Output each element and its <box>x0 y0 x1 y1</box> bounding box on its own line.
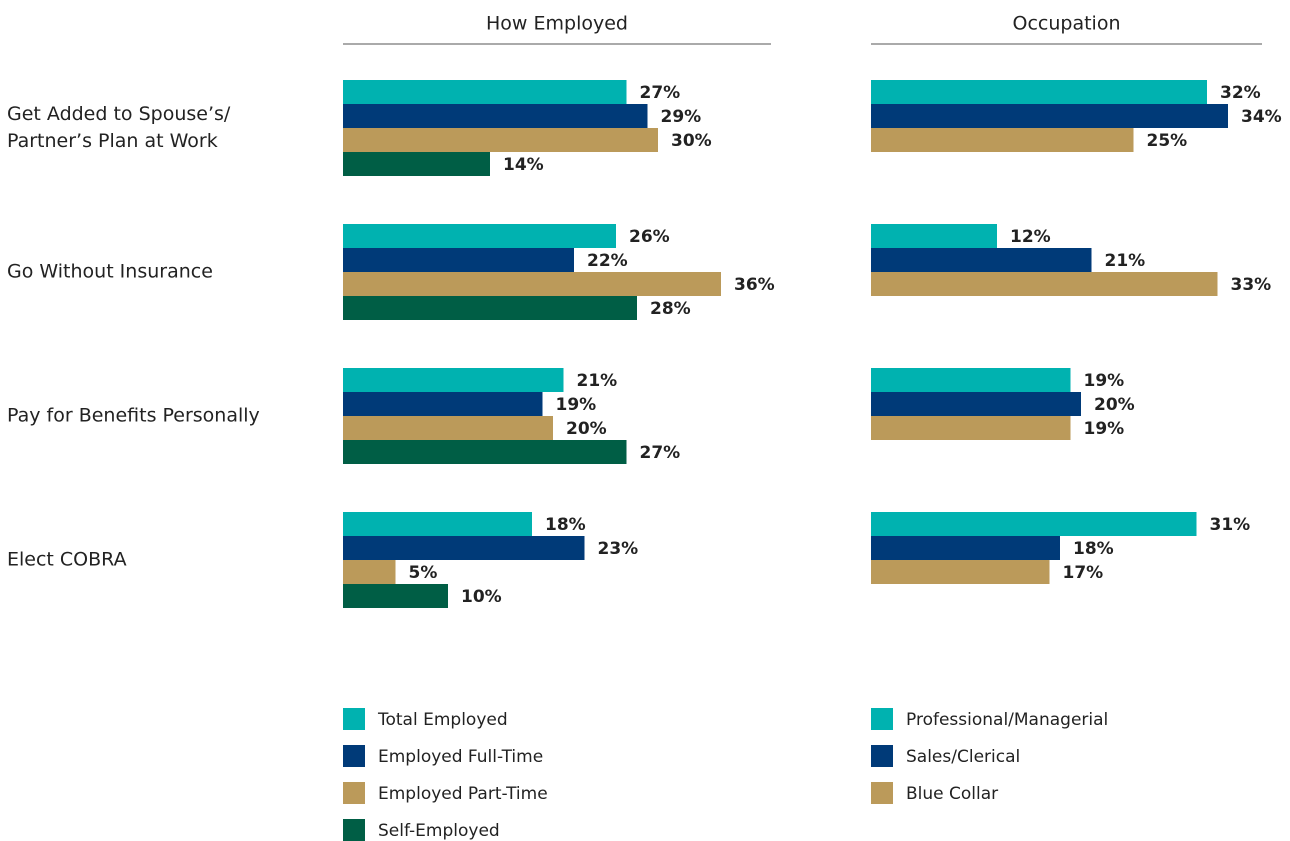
bar <box>343 128 658 152</box>
value-label: 31% <box>1210 515 1251 535</box>
bar <box>343 512 532 536</box>
legend-label: Self-Employed <box>378 821 500 841</box>
legend-swatch <box>871 708 893 730</box>
bar <box>871 128 1134 152</box>
value-label: 21% <box>577 371 618 391</box>
panel-title: Occupation <box>1013 13 1121 35</box>
bar <box>871 416 1071 440</box>
value-label: 17% <box>1063 563 1104 583</box>
value-label: 36% <box>734 275 775 295</box>
value-label: 20% <box>566 419 607 439</box>
bar <box>343 392 543 416</box>
legend-swatch <box>871 782 893 804</box>
value-label: 21% <box>1105 251 1146 271</box>
bar <box>343 104 648 128</box>
value-label: 32% <box>1220 83 1261 103</box>
legend-swatch <box>871 745 893 767</box>
category-label: Pay for Benefits Personally <box>7 404 260 427</box>
bar <box>871 104 1228 128</box>
bar <box>343 272 721 296</box>
bar <box>343 560 396 584</box>
legend-label: Blue Collar <box>906 784 998 804</box>
legend-label: Employed Part-Time <box>378 784 548 804</box>
bar <box>343 152 490 176</box>
value-label: 12% <box>1010 227 1051 247</box>
legend-label: Employed Full-Time <box>378 747 543 767</box>
bar <box>871 512 1197 536</box>
value-label: 29% <box>661 107 702 127</box>
bar <box>871 560 1050 584</box>
bar <box>343 224 616 248</box>
legend-swatch <box>343 708 365 730</box>
value-label: 28% <box>650 299 691 319</box>
value-label: 5% <box>409 563 438 583</box>
value-label: 34% <box>1241 107 1282 127</box>
value-label: 19% <box>1084 419 1125 439</box>
bar <box>871 368 1071 392</box>
legend-label: Professional/Managerial <box>906 710 1108 730</box>
category-label: Go Without Insurance <box>7 260 213 283</box>
value-label: 33% <box>1231 275 1272 295</box>
value-label: 19% <box>1084 371 1125 391</box>
bar <box>871 224 997 248</box>
bar <box>343 368 564 392</box>
value-label: 18% <box>1073 539 1114 559</box>
bar <box>343 416 553 440</box>
bar <box>871 80 1207 104</box>
legend-label: Sales/Clerical <box>906 747 1020 767</box>
bar <box>343 536 585 560</box>
legend-swatch <box>343 782 365 804</box>
value-label: 19% <box>556 395 597 415</box>
value-label: 18% <box>545 515 586 535</box>
value-label: 20% <box>1094 395 1135 415</box>
value-label: 27% <box>640 443 681 463</box>
value-label: 27% <box>640 83 681 103</box>
bar <box>343 80 627 104</box>
legend-swatch <box>343 819 365 841</box>
value-label: 26% <box>629 227 670 247</box>
bar <box>343 440 627 464</box>
value-label: 30% <box>671 131 712 151</box>
value-label: 22% <box>587 251 628 271</box>
value-label: 23% <box>598 539 639 559</box>
value-label: 14% <box>503 155 544 175</box>
value-label: 25% <box>1147 131 1188 151</box>
category-label: Elect COBRA <box>7 548 127 571</box>
bar <box>871 392 1081 416</box>
legend-label: Total Employed <box>377 710 508 730</box>
legend-swatch <box>343 745 365 767</box>
category-label: Get Added to Spouse’s/ Partner’s Plan at… <box>7 103 231 152</box>
bar <box>343 296 637 320</box>
value-label: 10% <box>461 587 502 607</box>
bar <box>871 536 1060 560</box>
panel-title: How Employed <box>486 13 628 35</box>
bar <box>343 584 448 608</box>
bar <box>871 272 1218 296</box>
bar <box>871 248 1092 272</box>
bar <box>343 248 574 272</box>
